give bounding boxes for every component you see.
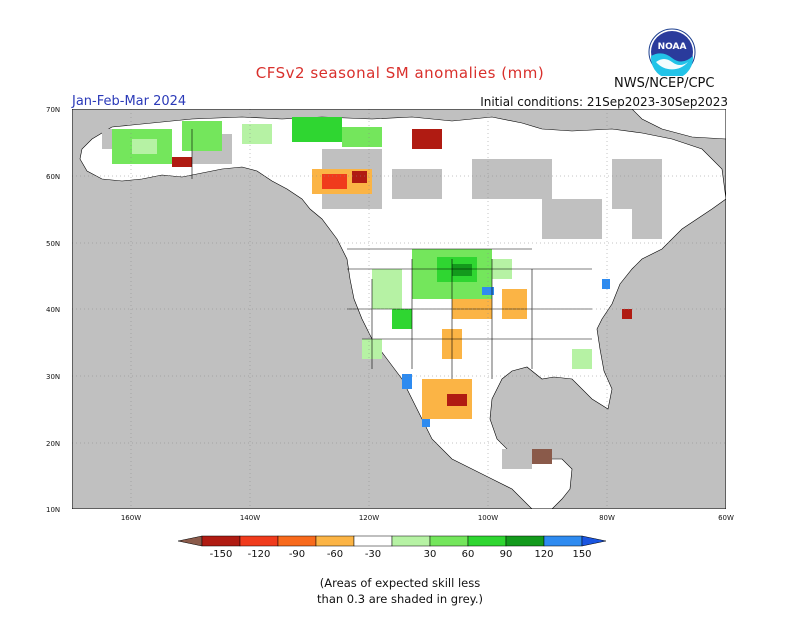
legend-tick-label: -120 bbox=[248, 549, 271, 560]
lat-label-20n: 20N bbox=[46, 440, 61, 448]
anomaly-map bbox=[72, 109, 726, 509]
noaa-logo: NOAA bbox=[648, 28, 696, 76]
legend-swatch bbox=[277, 535, 317, 547]
lon-label-140w: 140W bbox=[239, 514, 261, 522]
initial-conditions-label: Initial conditions: 21Sep2023-30Sep2023 bbox=[480, 95, 728, 109]
legend-tick-label: -30 bbox=[365, 549, 381, 560]
lon-label-160w: 160W bbox=[120, 514, 142, 522]
season-label: Jan-Feb-Mar 2024 bbox=[72, 94, 187, 109]
footnote-line-1: (Areas of expected skill less bbox=[319, 576, 481, 590]
lon-label-80w: 80W bbox=[599, 514, 615, 522]
legend-tick-label: 150 bbox=[572, 549, 591, 560]
legend-swatch bbox=[201, 535, 241, 547]
footnote-line-2: than 0.3 are shaded in grey.) bbox=[317, 592, 483, 606]
legend-tick-label: 30 bbox=[424, 549, 437, 560]
legend-swatches bbox=[177, 535, 607, 547]
lon-label-120w: 120W bbox=[358, 514, 380, 522]
legend-swatch bbox=[467, 535, 507, 547]
legend-swatch bbox=[353, 535, 393, 547]
very-wet-cells bbox=[402, 279, 610, 427]
lat-label-60n: 60N bbox=[46, 173, 61, 181]
legend-swatch bbox=[543, 535, 583, 547]
lon-label-100w: 100W bbox=[477, 514, 499, 522]
color-legend: -150 -120 -90 -60 -30 30 60 90 120 150 bbox=[177, 535, 607, 560]
lat-label-30n: 30N bbox=[46, 373, 61, 381]
lat-label-70n: 70N bbox=[46, 106, 61, 114]
legend-swatch bbox=[505, 535, 545, 547]
legend-tick-label: -90 bbox=[289, 549, 305, 560]
legend-tick-label: -60 bbox=[327, 549, 343, 560]
legend-swatch bbox=[391, 535, 431, 547]
lat-label-50n: 50N bbox=[46, 240, 61, 248]
legend-tick-label: -150 bbox=[210, 549, 233, 560]
legend-tick-label: 90 bbox=[500, 549, 513, 560]
borders bbox=[191, 129, 592, 379]
legend-tick-label: 60 bbox=[462, 549, 475, 560]
skill-footnote: (Areas of expected skill less than 0.3 a… bbox=[0, 575, 800, 607]
legend-swatch bbox=[315, 535, 355, 547]
legend-arrow-left bbox=[177, 535, 203, 547]
lat-label-40n: 40N bbox=[46, 306, 61, 314]
legend-labels: -150 -120 -90 -60 -30 30 60 90 120 150 bbox=[210, 549, 592, 560]
graticule bbox=[72, 109, 726, 509]
chart-title: CFSv2 seasonal SM anomalies (mm) bbox=[255, 64, 545, 82]
logo-text: NOAA bbox=[658, 42, 687, 52]
legend-tick-label: 120 bbox=[534, 549, 553, 560]
legend-arrow-right bbox=[581, 535, 607, 547]
legend-swatch bbox=[239, 535, 279, 547]
lon-label-60w: 60W bbox=[718, 514, 734, 522]
dry-anomaly-cells bbox=[172, 129, 632, 464]
legend-swatch bbox=[429, 535, 469, 547]
lat-label-10n: 10N bbox=[46, 506, 61, 514]
agency-label: NWS/NCEP/CPC bbox=[614, 76, 715, 91]
